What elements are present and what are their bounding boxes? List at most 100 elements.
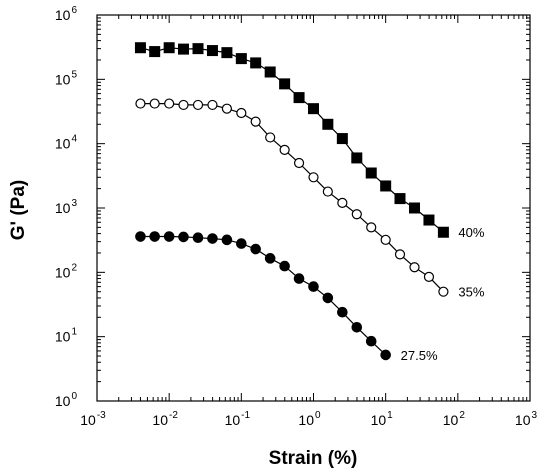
data-point <box>322 118 334 130</box>
data-point <box>279 260 290 272</box>
x-tick-exponent: -2 <box>169 410 178 421</box>
x-tick-exponent: 3 <box>532 410 538 421</box>
data-point <box>308 281 319 292</box>
y-tick-exponent: 2 <box>71 262 77 273</box>
y-tick-label: 102 <box>55 262 78 280</box>
data-point <box>293 157 305 169</box>
data-point <box>423 271 435 282</box>
data-point <box>337 197 348 209</box>
series-label: 40% <box>458 225 484 240</box>
data-point <box>250 243 261 255</box>
series-40: 40% <box>134 42 485 240</box>
x-tick-label: 101 <box>371 410 394 428</box>
y-tick-exponent: 0 <box>71 391 77 402</box>
data-point <box>264 66 276 78</box>
data-point <box>308 172 319 183</box>
y-tick-label: 103 <box>55 198 78 216</box>
data-point <box>192 43 204 55</box>
data-point <box>293 273 305 284</box>
data-point <box>236 107 247 119</box>
data-point <box>394 249 406 260</box>
data-point <box>438 286 449 297</box>
data-point <box>409 262 420 273</box>
data-point <box>337 306 348 318</box>
data-point <box>265 132 276 143</box>
data-point <box>293 92 305 104</box>
y-tick-exponent: 1 <box>71 327 77 338</box>
x-tick-label: 100 <box>298 410 321 428</box>
x-tick-label: 10-2 <box>152 410 178 428</box>
data-point <box>365 335 377 347</box>
y-tick-exponent: 3 <box>71 198 77 209</box>
data-point <box>178 43 190 55</box>
data-point <box>366 222 377 233</box>
series-label: 35% <box>458 285 484 300</box>
series-35: 35% <box>135 98 485 300</box>
data-point <box>279 78 291 90</box>
x-tick-exponent: 2 <box>459 410 465 421</box>
data-point <box>164 98 175 109</box>
x-axis-title: Strain (%) <box>269 448 358 469</box>
data-point <box>135 231 146 242</box>
data-point <box>380 349 391 361</box>
series-line <box>140 235 387 356</box>
data-point <box>192 232 204 244</box>
x-tick-exponent: 1 <box>387 410 393 421</box>
data-point <box>178 99 189 111</box>
data-point <box>322 292 334 304</box>
data-point <box>308 103 319 115</box>
x-tick-label: 10-3 <box>80 410 106 428</box>
data-point <box>365 167 377 179</box>
data-point <box>163 231 175 242</box>
y-tick-exponent: 5 <box>71 69 77 80</box>
y-tick-label: 105 <box>55 69 78 87</box>
x-tick-label: 102 <box>443 410 466 428</box>
data-point <box>206 45 218 57</box>
data-point <box>250 57 262 69</box>
data-point <box>192 99 204 111</box>
data-point <box>351 152 363 164</box>
series-27-5: 27.5% <box>135 231 438 363</box>
series-line <box>140 47 444 233</box>
data-point <box>279 144 290 156</box>
data-point <box>394 193 406 205</box>
data-point <box>135 98 146 109</box>
y-tick-exponent: 6 <box>71 5 77 16</box>
data-point <box>221 234 233 246</box>
y-tick-label: 100 <box>55 391 78 409</box>
data-point <box>134 42 146 54</box>
data-point <box>336 133 348 145</box>
data-point <box>163 42 175 54</box>
data-point <box>207 233 218 244</box>
x-tick-exponent: 0 <box>315 410 321 421</box>
plot-border <box>96 14 531 402</box>
data-point <box>149 46 161 58</box>
data-point <box>149 98 160 109</box>
data-point <box>351 209 362 220</box>
x-tick-exponent: -1 <box>241 410 250 421</box>
x-axis: 10-3 10-2 10-1 100 101 102 103 <box>80 15 538 428</box>
x-tick-label: 10-1 <box>225 410 251 428</box>
data-point <box>409 202 421 214</box>
y-tick-label: 104 <box>55 134 78 152</box>
y-tick-label: 106 <box>55 5 78 23</box>
x-tick-exponent: -3 <box>97 410 106 421</box>
y-tick-exponent: 4 <box>71 134 77 145</box>
series-layer: 40% 35% 27.5% <box>134 42 485 363</box>
y-tick-label: 101 <box>55 327 78 345</box>
data-point <box>380 180 392 192</box>
data-point <box>380 234 391 245</box>
data-point <box>235 53 247 65</box>
x-tick-label: 103 <box>515 410 538 428</box>
data-point <box>322 186 333 197</box>
plot-frame <box>96 14 531 402</box>
y-axis-title: G' (Pa) <box>8 180 29 240</box>
data-point <box>250 116 261 127</box>
data-point <box>207 99 218 111</box>
data-point <box>221 103 233 114</box>
data-point <box>437 226 449 238</box>
data-point <box>149 231 160 242</box>
data-point <box>351 321 363 333</box>
